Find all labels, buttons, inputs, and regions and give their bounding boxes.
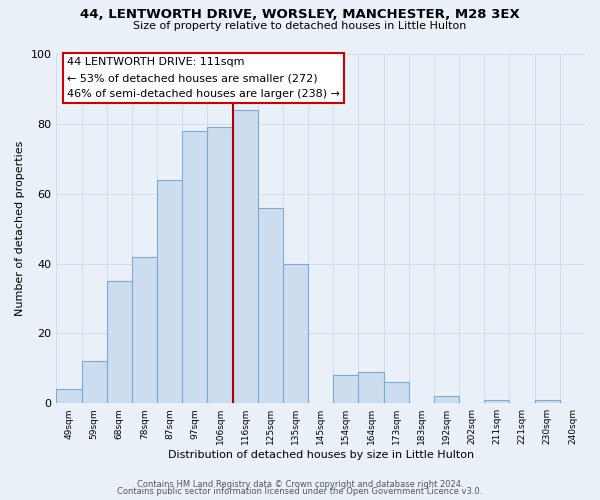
Bar <box>434 396 459 403</box>
Bar <box>383 382 409 403</box>
Text: Contains HM Land Registry data © Crown copyright and database right 2024.: Contains HM Land Registry data © Crown c… <box>137 480 463 489</box>
Bar <box>484 400 509 403</box>
Bar <box>358 372 383 403</box>
Text: 44, LENTWORTH DRIVE, WORSLEY, MANCHESTER, M28 3EX: 44, LENTWORTH DRIVE, WORSLEY, MANCHESTER… <box>80 8 520 20</box>
Bar <box>182 131 208 403</box>
Y-axis label: Number of detached properties: Number of detached properties <box>15 141 25 316</box>
Bar <box>132 256 157 403</box>
Text: Size of property relative to detached houses in Little Hulton: Size of property relative to detached ho… <box>133 21 467 31</box>
Bar <box>283 264 308 403</box>
Bar <box>233 110 258 403</box>
Bar <box>535 400 560 403</box>
Bar <box>333 376 358 403</box>
Bar <box>157 180 182 403</box>
Text: 44 LENTWORTH DRIVE: 111sqm
← 53% of detached houses are smaller (272)
46% of sem: 44 LENTWORTH DRIVE: 111sqm ← 53% of deta… <box>67 58 340 98</box>
Bar <box>107 281 132 403</box>
X-axis label: Distribution of detached houses by size in Little Hulton: Distribution of detached houses by size … <box>167 450 474 460</box>
Bar <box>258 208 283 403</box>
Bar <box>56 389 82 403</box>
Bar <box>208 128 233 403</box>
Text: Contains public sector information licensed under the Open Government Licence v3: Contains public sector information licen… <box>118 487 482 496</box>
Bar <box>82 362 107 403</box>
